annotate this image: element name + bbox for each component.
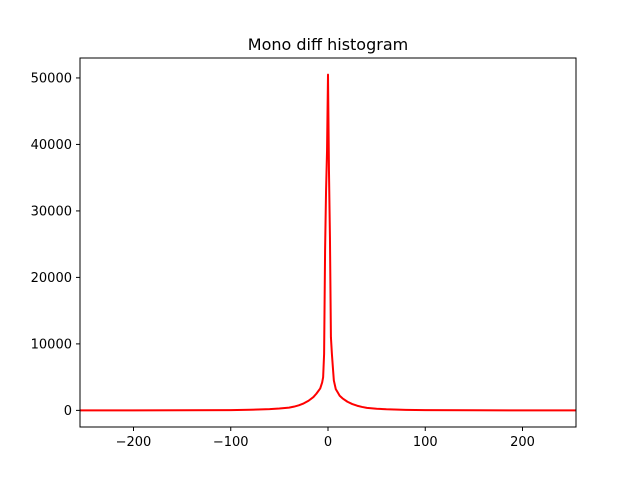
y-tick-label: 20000	[31, 271, 72, 286]
x-tick-label: −100	[213, 435, 249, 450]
x-tick-label: −200	[116, 435, 152, 450]
x-tick-label: 200	[510, 435, 535, 450]
plot-area	[80, 73, 576, 412]
x-tick-label: 100	[413, 435, 438, 450]
y-tick-label: 10000	[31, 337, 72, 352]
y-axis: 0 10000 20000 30000 40000 50000	[31, 71, 80, 419]
series-line-0	[80, 73, 576, 412]
chart-title: Mono diff histogram	[248, 35, 408, 54]
y-tick-label: 0	[64, 404, 72, 419]
y-tick-label: 30000	[31, 204, 72, 219]
plot-frame	[79, 57, 577, 428]
y-tick-label: 40000	[31, 138, 72, 153]
x-axis: −200 −100 0 100 200	[116, 427, 535, 450]
y-tick-label: 50000	[31, 71, 72, 86]
x-tick-label: 0	[324, 435, 332, 450]
